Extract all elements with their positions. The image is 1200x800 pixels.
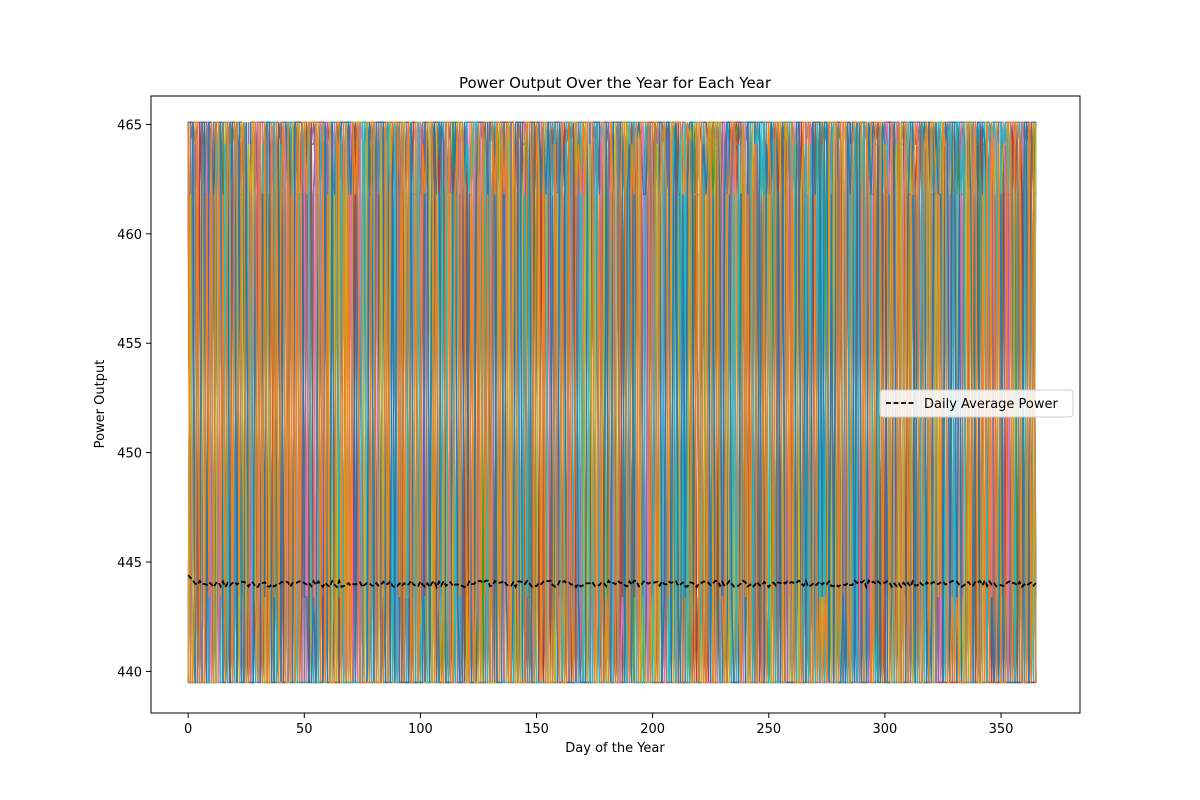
plot-area-frame bbox=[150, 95, 1081, 714]
yearly-series-layer bbox=[187, 121, 1037, 684]
x-tick-label: 100 bbox=[408, 722, 433, 737]
legend-box bbox=[879, 389, 1074, 418]
y-tick-label: 450 bbox=[117, 447, 142, 462]
y-tick-label: 445 bbox=[117, 556, 142, 571]
x-tick-label: 250 bbox=[756, 722, 781, 737]
x-tick-label: 150 bbox=[524, 722, 549, 737]
chart-title: Power Output Over the Year for Each Year bbox=[459, 74, 772, 92]
legend-label-daily-average: Daily Average Power bbox=[924, 397, 1059, 412]
y-axis-label: Power Output bbox=[93, 360, 108, 449]
x-axis-label: Day of the Year bbox=[565, 741, 665, 756]
daily-average-power-line bbox=[187, 574, 1037, 590]
x-axis: 0 50 100 150 200 250 300 350 bbox=[184, 713, 1013, 737]
x-tick-label: 50 bbox=[296, 722, 313, 737]
x-tick-label: 300 bbox=[872, 722, 897, 737]
daily-average-layer bbox=[187, 574, 1037, 590]
y-tick-label: 465 bbox=[117, 118, 142, 133]
y-tick-label: 455 bbox=[117, 337, 142, 352]
y-axis: 440 445 450 455 460 465 bbox=[117, 118, 151, 680]
x-tick-label: 200 bbox=[640, 722, 665, 737]
y-tick-label: 460 bbox=[117, 228, 142, 243]
x-tick-label: 350 bbox=[989, 722, 1014, 737]
y-tick-label: 440 bbox=[117, 665, 142, 680]
yearly-series-line bbox=[187, 121, 1037, 684]
x-tick-label: 0 bbox=[184, 722, 192, 737]
legend: Daily Average Power bbox=[879, 389, 1074, 418]
